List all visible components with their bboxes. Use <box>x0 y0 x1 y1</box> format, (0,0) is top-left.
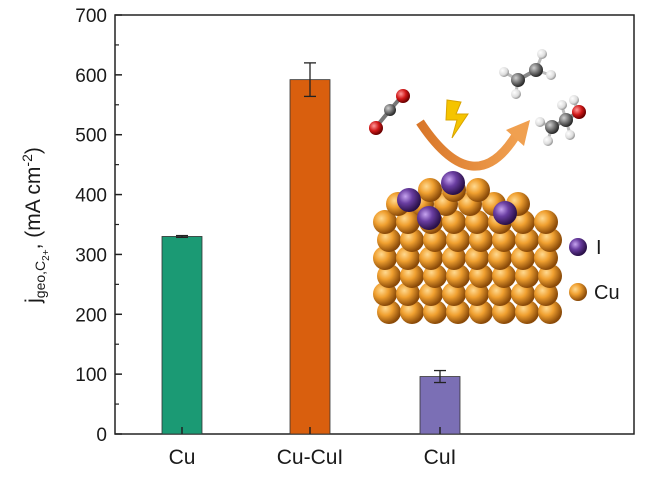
copper-atom-icon <box>466 178 490 202</box>
legend-label-iodine: I <box>596 237 602 259</box>
y-tick-label: 600 <box>75 66 107 87</box>
y-tick-label: 500 <box>75 126 107 147</box>
iodine-atom-icon <box>493 201 517 225</box>
copper-atom-icon <box>419 246 443 270</box>
copper-atom-icon <box>400 264 424 288</box>
ethanol-molecule-icon <box>535 95 586 146</box>
copper-atom-icon <box>373 246 397 270</box>
ylabel-close: ) <box>22 147 45 154</box>
copper-atom-icon <box>373 210 397 234</box>
y-tick-label: 400 <box>75 186 107 207</box>
reaction-arrow-icon <box>416 119 530 171</box>
ylabel-main: j <box>22 298 45 304</box>
x-tick-label: Cu-CuI <box>277 446 344 469</box>
copper-atom-icon <box>488 246 512 270</box>
copper-atom-icon <box>492 300 516 324</box>
y-tick-label: 100 <box>75 365 107 386</box>
copper-atom-icon <box>469 300 493 324</box>
ylabel-tail: , (mA cm <box>22 167 45 250</box>
copper-atom-icon <box>515 300 539 324</box>
copper-atom-icon <box>492 228 516 252</box>
copper-atom-icon <box>423 228 447 252</box>
ethylene-molecule-icon <box>499 49 556 99</box>
copper-atom-icon <box>469 264 493 288</box>
ylabel-subsub: 2+ <box>41 249 52 261</box>
copper-atom-icon <box>442 210 466 234</box>
copper-atom-icon <box>446 300 470 324</box>
bars-group <box>161 62 461 435</box>
bar-cu-cui <box>289 79 331 435</box>
x-tick-label: CuI <box>424 446 457 469</box>
iodine-atom-icon <box>441 171 465 195</box>
iodine-adatoms <box>397 171 517 230</box>
bar-cui <box>419 376 461 435</box>
copper-atom-icon <box>419 282 443 306</box>
copper-atom-icon <box>515 264 539 288</box>
copper-atom-icon <box>400 228 424 252</box>
copper-atom-icon <box>396 210 420 234</box>
copper-atom-icon <box>492 264 516 288</box>
copper-atom-icon <box>534 282 558 306</box>
copper-atom-icon <box>442 246 466 270</box>
copper-atom-icon <box>465 282 489 306</box>
copper-atom-icon <box>538 264 562 288</box>
co2-molecule-icon <box>369 89 410 135</box>
y-axis-label: jgeo,C2+, (mA cm-2) <box>19 147 52 304</box>
copper-atom-icon <box>534 246 558 270</box>
ylabel-sub: geo,C <box>32 261 48 298</box>
iodine-atom-icon <box>397 188 421 212</box>
y-tick-label: 200 <box>75 305 107 326</box>
copper-atom-icon <box>418 178 442 202</box>
y-tick-label: 0 <box>96 425 107 446</box>
x-tick-label: Cu <box>169 446 196 469</box>
copper-atom-icon <box>446 228 470 252</box>
copper-atom-icon <box>465 246 489 270</box>
copper-atom-icon <box>400 300 424 324</box>
y-tick-label: 700 <box>75 6 107 27</box>
copper-atom-icon <box>511 210 535 234</box>
copper-atom-icon <box>423 300 447 324</box>
lightning-icon <box>445 99 469 139</box>
copper-atom-icon <box>511 282 535 306</box>
copper-atom-icon <box>396 246 420 270</box>
copper-atom-icon <box>534 210 558 234</box>
svg-text:jgeo,C2+, (mA cm-2): jgeo,C2+, (mA cm-2) <box>19 147 52 304</box>
iodine-atom-icon <box>417 206 441 230</box>
inset-illustration: I Cu <box>369 49 620 324</box>
y-axis: 0 100 200 300 400 500 600 700 <box>75 6 122 446</box>
copper-atom-icon <box>569 283 587 301</box>
copper-atom-icon <box>423 264 447 288</box>
copper-atom-icon <box>377 228 401 252</box>
y-tick-label: 300 <box>75 245 107 266</box>
copper-atom-icon <box>373 282 397 306</box>
copper-atom-icon <box>465 210 489 234</box>
copper-atom-icon <box>442 282 466 306</box>
copper-atom-icon <box>538 300 562 324</box>
copper-atom-icon <box>538 228 562 252</box>
copper-atom-icon <box>469 228 493 252</box>
copper-atom-icon <box>515 228 539 252</box>
copper-atom-icon <box>377 300 401 324</box>
copper-slab-icon <box>373 178 562 324</box>
copper-atom-icon <box>396 282 420 306</box>
legend-label-copper: Cu <box>594 282 620 304</box>
legend: I Cu <box>569 237 620 304</box>
copper-atom-icon <box>511 246 535 270</box>
ylabel-sup: -2 <box>19 154 35 167</box>
copper-atom-icon <box>446 264 470 288</box>
copper-atom-icon <box>377 264 401 288</box>
bar-cu <box>161 236 203 435</box>
x-axis: Cu Cu-CuI CuI <box>169 427 457 469</box>
copper-atom-icon <box>488 282 512 306</box>
iodine-atom-icon <box>569 238 587 256</box>
